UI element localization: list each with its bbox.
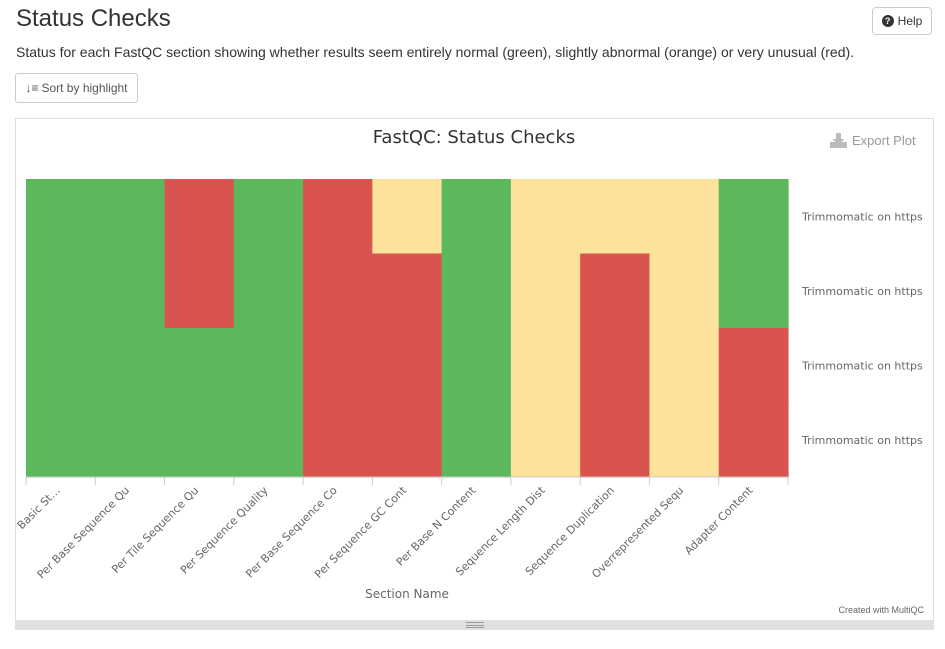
- created-with-credit: Created with MultiQC: [838, 605, 924, 615]
- x-tick-label: Adapter Content: [682, 483, 756, 557]
- heatmap-cell: [233, 328, 304, 404]
- heatmap-cell: [649, 328, 720, 404]
- heatmap-cell: [718, 328, 789, 404]
- heatmap-cell: [164, 253, 235, 329]
- sort-by-highlight-button[interactable]: ↓≡ Sort by highlight: [15, 73, 138, 103]
- heatmap-cell: [26, 179, 96, 255]
- heatmap-cell: [580, 179, 651, 255]
- heatmap-cell: [233, 179, 304, 255]
- heatmap-cell: [441, 179, 512, 255]
- heatmap-cell: [718, 179, 789, 255]
- heatmap-cell: [164, 402, 235, 478]
- heatmap-cell: [649, 253, 720, 329]
- page-title: Status Checks: [16, 5, 171, 32]
- heatmap-cell: [164, 179, 235, 255]
- sort-icon: ↓≡: [25, 81, 39, 95]
- sort-label: Sort by highlight: [41, 81, 128, 95]
- heatmap-cell: [580, 402, 651, 478]
- help-button[interactable]: ? Help: [872, 7, 932, 35]
- heatmap-cell: [649, 402, 720, 478]
- heatmap-cell: [95, 328, 166, 404]
- heatmap-cell: [303, 253, 373, 329]
- plot-resize-handle[interactable]: [15, 620, 934, 630]
- heatmap-cell: [718, 402, 789, 478]
- section-description: Status for each FastQC section showing w…: [16, 44, 855, 60]
- plot-container: FastQC: Status Checks Basic St… Per Base S…: [15, 118, 934, 630]
- sample-label: Trimmomatic on https: [801, 359, 923, 372]
- heatmap-cell: [580, 328, 651, 404]
- heatmap-cell: [372, 402, 443, 478]
- heatmap-cell: [233, 402, 304, 478]
- heatmap-cell: [649, 179, 720, 255]
- heatmap-cell: [441, 328, 512, 404]
- heatmap-cell: [510, 328, 581, 404]
- heatmap-cell: [303, 328, 373, 404]
- heatmap-cell: [510, 402, 581, 478]
- heatmap-cell: [580, 253, 651, 329]
- heatmap-cell: [95, 402, 166, 478]
- sample-label: Trimmomatic on https: [801, 210, 923, 223]
- heatmap-cell: [441, 402, 512, 478]
- heatmap-cell: [510, 179, 581, 255]
- heatmap-cell: [26, 253, 96, 329]
- heatmap-cell: [372, 179, 443, 255]
- x-axis-title: Section Name: [365, 587, 449, 601]
- heatmap-cell: [95, 179, 166, 255]
- heatmap-cell: [303, 402, 373, 478]
- sample-label: Trimmomatic on https: [801, 434, 923, 447]
- heatmap-cell: [95, 253, 166, 329]
- download-icon: [830, 133, 847, 148]
- sample-label: Trimmomatic on https: [801, 285, 923, 298]
- heatmap-cell: [233, 253, 304, 329]
- question-icon: ?: [881, 15, 894, 27]
- grip-icon: [466, 622, 484, 628]
- chart-title: FastQC: Status Checks: [373, 127, 576, 148]
- help-label: Help: [897, 14, 923, 28]
- heatmap-cell: [26, 328, 96, 404]
- heatmap-cell: [303, 179, 373, 255]
- export-label: Export Plot: [852, 133, 916, 148]
- heatmap-cell: [441, 253, 512, 329]
- heatmap-cell: [164, 328, 235, 404]
- heatmap-cell: [510, 253, 581, 329]
- heatmap-cell: [26, 402, 96, 478]
- heatmap-cell: [372, 328, 443, 404]
- export-plot-button[interactable]: Export Plot: [830, 133, 916, 148]
- heatmap-cell: [372, 253, 443, 329]
- heatmap-cell: [718, 253, 789, 329]
- x-tick-label: Basic St…: [16, 484, 63, 532]
